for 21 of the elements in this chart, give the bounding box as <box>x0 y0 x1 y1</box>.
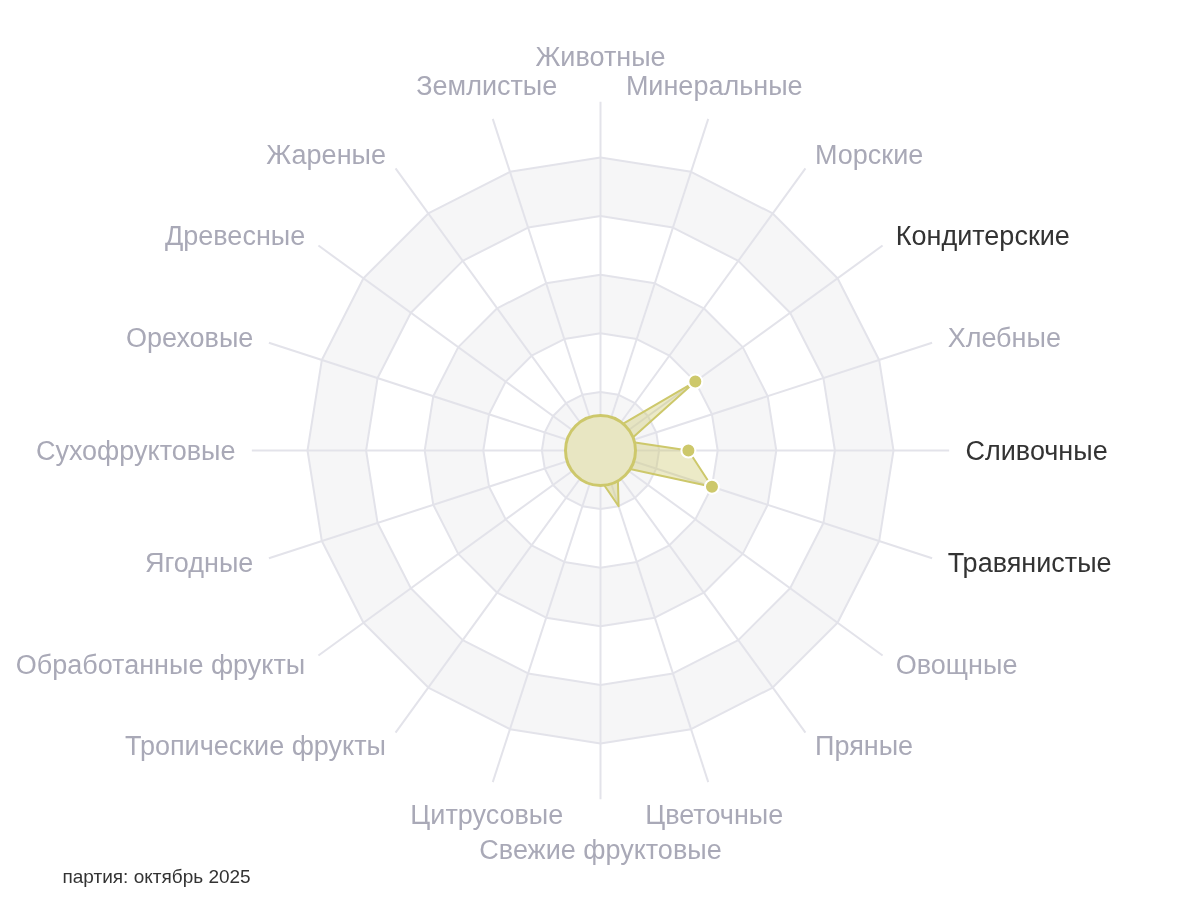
spoke-label: Травянистые <box>947 548 1112 579</box>
spoke-label: Ягодные <box>145 548 254 579</box>
spoke-label: Животные <box>535 41 666 72</box>
spoke-label: Пряные <box>815 730 914 761</box>
spoke-label: Кондитерские <box>895 220 1070 251</box>
spoke-label: Тропические фрукты <box>124 730 386 761</box>
spoke-label: Древесные <box>165 220 306 251</box>
spoke-label: Морские <box>815 140 924 171</box>
spoke-label: Свежие фруктовые <box>479 834 722 865</box>
spoke-label: Обработанные фрукты <box>15 650 306 681</box>
spoke-label: Минеральные <box>625 70 803 101</box>
text: партия: октябрь 2025 <box>62 866 251 887</box>
spoke-label: Землистые <box>416 70 558 101</box>
spoke-label: Ореховые <box>125 322 254 353</box>
spoke-label: Жареные <box>266 140 386 171</box>
spoke-label: Цветочные <box>645 800 784 831</box>
spoke-label: Сухофруктовые <box>35 435 236 466</box>
spoke-label: Овощные <box>895 650 1018 681</box>
spoke-label: Сливочные <box>965 435 1108 466</box>
spoke-label: Хлебные <box>947 322 1061 353</box>
spoke-label: Цитрусовые <box>410 800 564 831</box>
